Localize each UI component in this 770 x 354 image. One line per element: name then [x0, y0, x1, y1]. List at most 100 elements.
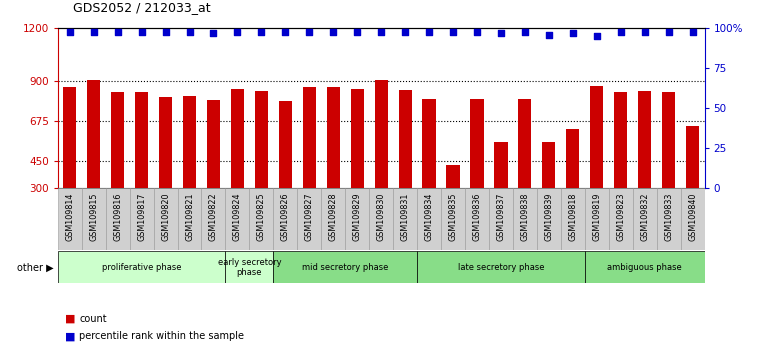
Point [470, 29, 483, 34]
Text: GSM109814: GSM109814 [65, 193, 74, 241]
Text: GSM109836: GSM109836 [473, 193, 481, 241]
Text: GSM109815: GSM109815 [89, 193, 99, 241]
Text: GSM109834: GSM109834 [424, 193, 434, 241]
FancyBboxPatch shape [273, 251, 417, 283]
Point [183, 29, 196, 34]
Bar [638, 91, 651, 241]
Text: GSM109820: GSM109820 [161, 193, 170, 241]
Text: GSM109816: GSM109816 [113, 193, 122, 241]
FancyBboxPatch shape [82, 188, 105, 250]
Text: GSM109832: GSM109832 [640, 193, 649, 241]
Text: GSM109840: GSM109840 [688, 193, 697, 241]
Text: ambiguous phase: ambiguous phase [608, 263, 682, 272]
Text: ■: ■ [65, 331, 76, 341]
FancyBboxPatch shape [58, 251, 226, 283]
Bar [566, 129, 579, 241]
Point [399, 29, 411, 34]
Text: GSM109819: GSM109819 [592, 193, 601, 241]
Text: GSM109818: GSM109818 [568, 193, 578, 241]
Text: GSM109829: GSM109829 [353, 193, 362, 241]
Text: GSM109825: GSM109825 [257, 193, 266, 241]
Text: GSM109817: GSM109817 [137, 193, 146, 241]
Point [519, 29, 531, 34]
Text: proliferative phase: proliferative phase [102, 263, 182, 272]
Bar [662, 92, 675, 241]
Bar [255, 91, 268, 241]
Point [495, 30, 507, 36]
Text: GSM109826: GSM109826 [281, 193, 290, 241]
Bar [135, 92, 148, 241]
Text: early secretory
phase: early secretory phase [218, 258, 281, 277]
Text: late secretory phase: late secretory phase [457, 263, 544, 272]
Bar [63, 87, 76, 241]
Text: count: count [79, 314, 107, 324]
Bar [159, 97, 172, 241]
FancyBboxPatch shape [226, 188, 249, 250]
FancyBboxPatch shape [633, 188, 657, 250]
FancyBboxPatch shape [465, 188, 489, 250]
FancyBboxPatch shape [345, 188, 369, 250]
FancyBboxPatch shape [657, 188, 681, 250]
FancyBboxPatch shape [417, 188, 441, 250]
Point [447, 29, 459, 34]
Text: GSM109821: GSM109821 [185, 193, 194, 241]
Text: GSM109828: GSM109828 [329, 193, 338, 241]
Point [159, 29, 172, 34]
Text: GSM109822: GSM109822 [209, 193, 218, 241]
Point [351, 29, 363, 34]
Point [280, 29, 292, 34]
FancyBboxPatch shape [297, 188, 321, 250]
Bar [279, 101, 292, 241]
FancyBboxPatch shape [441, 188, 465, 250]
Bar [350, 89, 363, 241]
FancyBboxPatch shape [129, 188, 153, 250]
Point [638, 29, 651, 34]
Bar [87, 80, 100, 241]
Point [231, 29, 243, 34]
FancyBboxPatch shape [226, 251, 273, 283]
Text: GSM109839: GSM109839 [544, 193, 554, 241]
Bar [183, 96, 196, 241]
FancyBboxPatch shape [417, 251, 584, 283]
FancyBboxPatch shape [321, 188, 345, 250]
Text: mid secretory phase: mid secretory phase [302, 263, 388, 272]
Bar [231, 89, 244, 241]
Bar [447, 165, 460, 241]
FancyBboxPatch shape [105, 188, 129, 250]
Point [327, 29, 340, 34]
Text: GSM109833: GSM109833 [664, 193, 673, 241]
Text: GSM109838: GSM109838 [521, 193, 530, 241]
Bar [494, 142, 507, 241]
Point [614, 29, 627, 34]
FancyBboxPatch shape [202, 188, 226, 250]
FancyBboxPatch shape [178, 188, 202, 250]
FancyBboxPatch shape [249, 188, 273, 250]
Point [88, 29, 100, 34]
Bar [399, 90, 412, 241]
Text: ■: ■ [65, 314, 76, 324]
Point [591, 34, 603, 39]
Bar [111, 92, 124, 241]
Text: GSM109824: GSM109824 [233, 193, 242, 241]
Bar [686, 126, 699, 241]
Bar [303, 87, 316, 241]
FancyBboxPatch shape [369, 188, 393, 250]
FancyBboxPatch shape [681, 188, 705, 250]
FancyBboxPatch shape [561, 188, 584, 250]
Text: GSM109835: GSM109835 [448, 193, 457, 241]
FancyBboxPatch shape [609, 188, 633, 250]
Point [567, 30, 579, 36]
Bar [374, 80, 388, 241]
Point [303, 29, 316, 34]
Bar [590, 86, 604, 241]
Point [375, 29, 387, 34]
FancyBboxPatch shape [393, 188, 417, 250]
Bar [518, 99, 531, 241]
Bar [207, 100, 220, 241]
Text: GSM109831: GSM109831 [400, 193, 410, 241]
FancyBboxPatch shape [273, 188, 297, 250]
Text: GSM109830: GSM109830 [377, 193, 386, 241]
Point [255, 29, 267, 34]
Bar [423, 99, 436, 241]
Point [136, 29, 148, 34]
